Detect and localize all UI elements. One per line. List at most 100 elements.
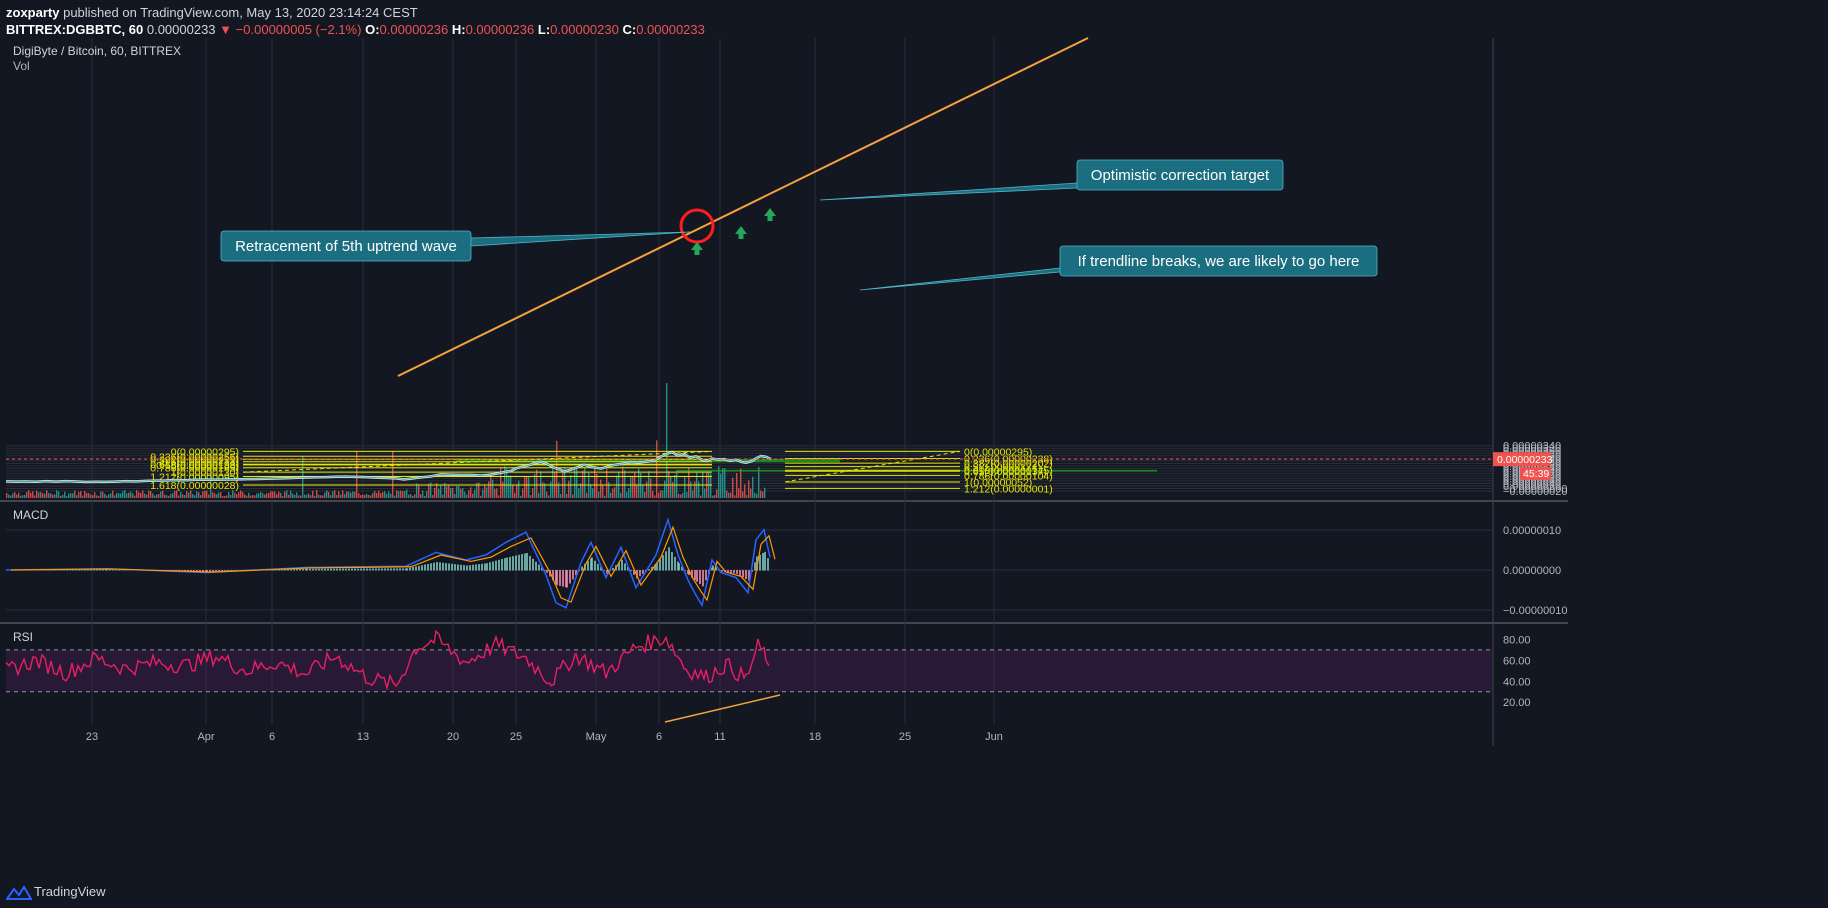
volume-bar xyxy=(646,481,648,498)
volume-bar xyxy=(80,491,82,498)
volume-bar xyxy=(760,490,762,498)
volume-bar xyxy=(580,483,582,498)
volume-bar xyxy=(32,491,34,498)
macd-histogram-bar xyxy=(739,570,741,576)
macd-histogram-bar xyxy=(293,569,295,571)
volume-bar xyxy=(640,473,642,498)
macd-histogram-bar xyxy=(642,570,644,575)
volume-bar xyxy=(436,483,438,498)
volume-bar xyxy=(8,494,10,498)
macd-histogram-bar xyxy=(454,564,456,571)
time-tick-label: 13 xyxy=(357,731,369,743)
volume-bar xyxy=(248,492,250,498)
price-tick-label: −0.00000000 xyxy=(1503,483,1568,495)
volume-bar xyxy=(76,495,78,498)
macd-histogram-bar xyxy=(575,570,577,576)
macd-histogram-bar xyxy=(633,570,635,575)
macd-histogram-bar xyxy=(538,564,540,571)
price-chart[interactable]: 23 Apr 6 13 20 25 May 6 11 18 25 Jun0.000003400.000… xyxy=(0,0,1828,876)
volume-bar xyxy=(552,467,554,498)
volume-bar xyxy=(600,479,602,498)
volume-bar xyxy=(50,493,52,498)
volume-bar xyxy=(660,490,662,498)
macd-histogram-bar xyxy=(406,568,408,571)
author-name[interactable]: zoxparty xyxy=(6,5,60,20)
volume-bar xyxy=(150,491,152,498)
volume-bar xyxy=(40,492,42,498)
macd-histogram-bar xyxy=(309,568,311,571)
tradingview-brand[interactable]: TradingView xyxy=(34,884,106,899)
symbol-label[interactable]: BITTREX:DGBBTC, 60 xyxy=(6,22,144,37)
volume-bar xyxy=(354,491,356,498)
tradingview-logo-icon[interactable] xyxy=(6,885,32,901)
volume-bar xyxy=(740,468,742,498)
volume-bar xyxy=(134,495,136,498)
volume-bar xyxy=(698,481,700,498)
volume-bar xyxy=(538,492,540,498)
macd-histogram-bar xyxy=(369,568,371,571)
fib-label-left: 1.618(0.00000028) xyxy=(150,480,239,492)
time-tick-label: 25 xyxy=(510,731,522,743)
up-arrow-marker xyxy=(735,226,747,239)
macd-histogram-bar xyxy=(512,556,514,571)
volume-bar xyxy=(310,495,312,498)
rsi-band xyxy=(6,649,1492,692)
volume-bar xyxy=(176,490,178,498)
volume-bar xyxy=(104,493,106,498)
volume-bar xyxy=(94,492,96,498)
volume-bar xyxy=(208,494,210,498)
volume-bar xyxy=(744,484,746,498)
volume-bar xyxy=(124,490,126,498)
volume-bar xyxy=(570,475,572,498)
volume-bar xyxy=(372,492,374,498)
macd-histogram-bar xyxy=(333,568,335,571)
volume-bar xyxy=(480,495,482,498)
macd-line xyxy=(5,517,771,609)
low-label: L: xyxy=(537,22,551,37)
volume-bar xyxy=(140,492,142,498)
volume-bar xyxy=(254,495,256,498)
volume-bar xyxy=(156,494,158,498)
volume-bar xyxy=(200,495,202,498)
macd-histogram-bar xyxy=(562,570,564,587)
macd-histogram-bar xyxy=(591,557,593,571)
time-tick-label: 20 xyxy=(447,731,459,743)
volume-bar xyxy=(470,487,472,498)
volume-bar xyxy=(218,492,220,498)
volume-bar xyxy=(464,491,466,498)
volume-bar xyxy=(524,476,526,498)
macd-histogram-bar xyxy=(688,570,690,576)
volume-bar xyxy=(192,493,194,498)
macd-histogram-bar xyxy=(418,565,420,571)
volume-bar xyxy=(616,475,618,498)
macd-histogram-bar xyxy=(678,563,680,571)
macd-histogram-bar xyxy=(581,566,583,571)
volume-bar xyxy=(148,490,150,498)
volume-bar xyxy=(242,491,244,498)
volume-bar xyxy=(410,494,412,498)
time-tick-label: May xyxy=(586,731,607,743)
volume-bar xyxy=(492,479,494,498)
volume-bar xyxy=(452,488,454,498)
macd-histogram-bar xyxy=(648,569,650,571)
volume-bar xyxy=(68,493,70,498)
volume-bar xyxy=(622,466,624,498)
macd-histogram-bar xyxy=(612,567,614,571)
macd-histogram-bar xyxy=(681,566,683,571)
time-tick-label: Jun xyxy=(985,731,1003,743)
volume-bar xyxy=(654,495,656,498)
macd-histogram-bar xyxy=(463,565,465,571)
price-tick-label: 0.00000020 xyxy=(1503,481,1561,493)
volume-bar xyxy=(400,490,402,498)
time-tick-label: 25 xyxy=(899,731,911,743)
volume-bar xyxy=(718,466,720,498)
volume-bar xyxy=(396,490,398,498)
volume-bar xyxy=(118,493,120,498)
fib-label-right: 0.5(0.00000174) xyxy=(964,462,1041,474)
volume-bar xyxy=(502,481,504,498)
volume-bar xyxy=(6,493,8,498)
macd-histogram-bar xyxy=(69,569,71,571)
macd-histogram-bar xyxy=(532,558,534,571)
macd-histogram-bar xyxy=(535,561,537,571)
volume-bar xyxy=(598,491,600,498)
